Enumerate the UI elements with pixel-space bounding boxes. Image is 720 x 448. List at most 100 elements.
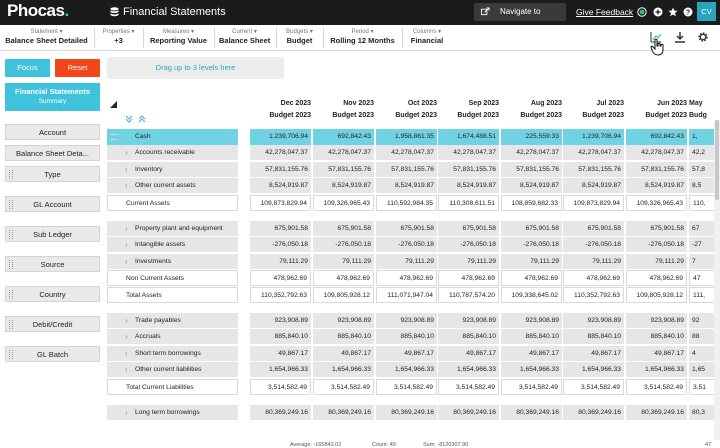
value-cell[interactable]: 92 (689, 313, 719, 329)
row-label[interactable]: Total Assets (107, 286, 238, 303)
value-cell[interactable]: 42,278,047.37 (563, 145, 624, 162)
value-cell[interactable]: -276,050.18 (563, 237, 624, 254)
value-cell[interactable]: 79,111.29 (376, 253, 437, 270)
dimension-gl-account[interactable]: GL Account (5, 196, 100, 212)
value-cell[interactable]: 923,908.89 (438, 313, 499, 329)
expand-chevron-icon[interactable]: › (125, 365, 128, 375)
value-cell[interactable]: 79,111.29 (313, 253, 374, 270)
value-cell[interactable]: 478,962.69 (626, 270, 687, 287)
column-header[interactable]: Nov 2023 Budget 2023 (313, 95, 374, 121)
value-cell[interactable]: 57,831,155.76 (376, 161, 437, 178)
column-header[interactable]: Jul 2023 Budget 2023 (563, 95, 624, 121)
value-cell[interactable]: 675,901.58 (626, 221, 687, 237)
value-cell[interactable]: 49,867.17 (250, 345, 311, 362)
value-cell[interactable]: 225,559.33 (501, 129, 562, 145)
value-cell[interactable]: 675,901.58 (250, 221, 311, 237)
value-cell[interactable]: -276,050.18 (438, 237, 499, 254)
value-cell[interactable]: 80,369,249.16 (438, 405, 499, 421)
value-cell[interactable]: 8,524,919.87 (626, 178, 687, 195)
value-cell[interactable]: 109,873,829.94 (563, 194, 624, 211)
value-cell[interactable]: 8,524,919.87 (501, 178, 562, 195)
column-header[interactable]: Jun 2023 Budget 2023 (626, 95, 687, 121)
expand-chevron-icon[interactable]: › (125, 256, 128, 266)
reset-button[interactable]: Reset (55, 59, 100, 77)
dimension-debit-credit[interactable]: Debit/Credit (5, 316, 100, 332)
download-icon[interactable] (674, 31, 686, 43)
column-header[interactable]: Oct 2023 Budget 2023 (376, 95, 437, 121)
value-cell[interactable]: 3,514,582.49 (563, 378, 624, 395)
value-cell[interactable]: 478,962.69 (501, 270, 562, 287)
sort-triangle-icon[interactable] (110, 101, 117, 108)
value-cell[interactable]: 3,514,582.49 (438, 378, 499, 395)
value-cell[interactable]: 885,840.10 (313, 329, 374, 346)
filter-statement[interactable]: Statement Balance Sheet Detailed (5, 28, 95, 48)
value-cell[interactable]: -276,050.18 (313, 237, 374, 254)
value-cell[interactable]: 42,2 (689, 145, 719, 162)
star-icon[interactable] (668, 7, 678, 17)
dimension-balance-sheet-detail[interactable]: Balance Sheet Deta... (5, 145, 100, 161)
value-cell[interactable]: 79,111.29 (626, 253, 687, 270)
row-label[interactable]: Total Current Liabilities (107, 378, 238, 395)
value-cell[interactable]: 478,962.69 (563, 270, 624, 287)
value-cell[interactable]: 8,524,919.87 (438, 178, 499, 195)
value-cell[interactable]: 3,514,582.49 (250, 378, 311, 395)
value-cell[interactable]: 79,111.29 (563, 253, 624, 270)
navigate-to-button[interactable]: Navigate to (474, 3, 566, 21)
value-cell[interactable]: 478,962.69 (376, 270, 437, 287)
row-label[interactable]: › Short term borrowings (107, 345, 238, 362)
dimension-type[interactable]: Type (5, 166, 100, 182)
value-cell[interactable]: -276,050.18 (501, 237, 562, 254)
expand-all-icon[interactable] (125, 115, 133, 123)
value-cell[interactable]: 1, (689, 129, 719, 145)
value-cell[interactable]: 1,958,861.35 (376, 129, 437, 145)
value-cell[interactable]: 8,524,919.87 (563, 178, 624, 195)
scrollbar-thumb[interactable] (715, 120, 719, 200)
value-cell[interactable]: 110,592,984.35 (376, 194, 437, 211)
value-cell[interactable]: 1,654,966.33 (250, 362, 311, 379)
value-cell[interactable]: 923,908.89 (250, 313, 311, 329)
value-cell[interactable]: 42,278,047.37 (501, 145, 562, 162)
phocas-logo[interactable]: Phocas. (7, 1, 69, 20)
value-cell[interactable]: 110,308,611.51 (438, 194, 499, 211)
value-cell[interactable]: 1,239,706.94 (563, 129, 624, 145)
row-label[interactable]: Cash (107, 129, 238, 145)
expand-chevron-icon[interactable]: › (125, 316, 128, 325)
value-cell[interactable]: -276,050.18 (376, 237, 437, 254)
value-cell[interactable]: 79,111.29 (250, 253, 311, 270)
collapse-all-icon[interactable] (138, 115, 146, 123)
row-label[interactable]: Non Current Assets (107, 270, 238, 287)
status-indicator-icon[interactable] (637, 7, 647, 17)
value-cell[interactable]: 57,831,155.76 (626, 161, 687, 178)
focus-button[interactable]: Focus (5, 59, 50, 77)
value-cell[interactable]: 8,5 (689, 178, 719, 195)
value-cell[interactable]: 80,369,249.16 (376, 405, 437, 421)
filter-measures[interactable]: Measures Reporting Value (149, 28, 215, 48)
value-cell[interactable]: 885,840.10 (250, 329, 311, 346)
value-cell[interactable]: 80,369,249.16 (626, 405, 687, 421)
value-cell[interactable]: 109,805,928.12 (626, 286, 687, 303)
value-cell[interactable]: 1,654,966.33 (376, 362, 437, 379)
value-cell[interactable]: 110,787,574.20 (438, 286, 499, 303)
value-cell[interactable]: 108,859,682.33 (501, 194, 562, 211)
value-cell[interactable]: 8,524,919.87 (376, 178, 437, 195)
value-cell[interactable]: 57,831,155.76 (313, 161, 374, 178)
row-label[interactable]: › Investments (107, 253, 238, 270)
value-cell[interactable]: 49,867.17 (501, 345, 562, 362)
drag-levels-dropzone[interactable]: Drag up to 3 levels here (107, 57, 284, 79)
financial-statements-summary[interactable]: Financial Statements Summary (5, 83, 100, 111)
value-cell[interactable]: 885,840.10 (438, 329, 499, 346)
filter-properties[interactable]: Properties +3 (100, 28, 144, 48)
dimension-source[interactable]: Source (5, 256, 100, 272)
expand-chevron-icon[interactable]: › (125, 148, 128, 158)
column-header[interactable]: May Budg (689, 95, 720, 121)
value-cell[interactable]: 79,111.29 (501, 253, 562, 270)
filter-period[interactable]: Period Rolling 12 Months (329, 28, 403, 48)
value-cell[interactable]: 110,352,792.63 (563, 286, 624, 303)
value-cell[interactable]: 57,8 (689, 161, 719, 178)
value-cell[interactable]: 675,901.58 (313, 221, 374, 237)
value-cell[interactable]: 80,369,249.16 (501, 405, 562, 421)
value-cell[interactable]: 49,867.17 (563, 345, 624, 362)
value-cell[interactable]: 923,908.89 (626, 313, 687, 329)
value-cell[interactable]: 1,654,966.33 (501, 362, 562, 379)
value-cell[interactable]: 80,369,249.16 (250, 405, 311, 421)
